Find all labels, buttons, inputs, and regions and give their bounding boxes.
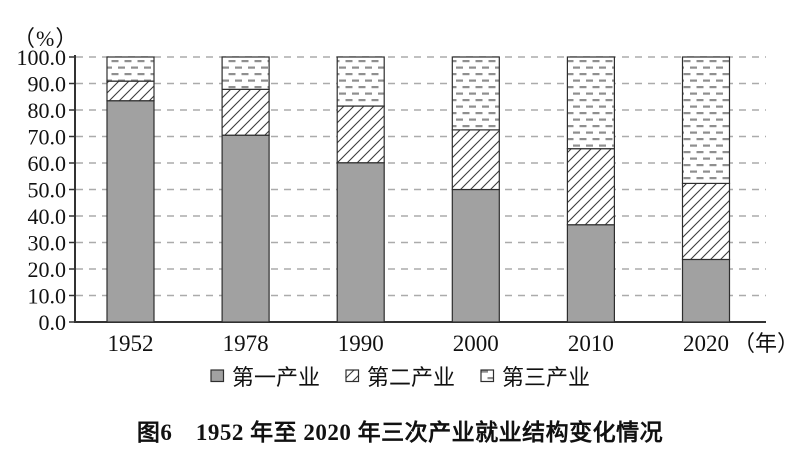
x-axis-label: 1952	[108, 331, 154, 356]
bar-segment-1978-1	[221, 134, 270, 323]
bar-segment-2020-2	[681, 182, 731, 261]
y-tick-label: 60.0	[28, 151, 67, 176]
legend-label: 第三产业	[502, 365, 591, 390]
y-tick-label: 0.0	[39, 310, 67, 335]
y-tick-label: 80.0	[28, 98, 67, 123]
y-tick-label: 30.0	[28, 231, 67, 256]
x-axis-label: 1978	[223, 331, 269, 356]
stacked-bar-chart: 100.090.080.070.060.050.040.030.020.010.…	[17, 45, 800, 356]
solid-gray-swatch-icon	[210, 369, 225, 383]
y-tick-label: 90.0	[28, 72, 67, 97]
bar-segment-2000-1	[451, 188, 500, 323]
bar-segment-1978-3	[221, 56, 270, 90]
bar-segment-1978-2	[221, 88, 270, 136]
bar-segment-1952-3	[106, 56, 155, 82]
bar-segment-2010-1	[566, 224, 616, 323]
legend-item-primary-industry: 第一产业	[210, 360, 320, 392]
bar-segment-2020-3	[681, 56, 731, 185]
bar-segment-1990-1	[336, 162, 385, 323]
bar-segment-2000-3	[451, 56, 500, 131]
legend-item-secondary-industry: 第二产业	[345, 360, 455, 392]
diagonal-hatch-swatch-icon	[345, 369, 360, 383]
x-axis-unit-label: （年）	[733, 331, 799, 356]
y-axis-unit-label: （%）	[13, 26, 79, 51]
bar-segment-2010-2	[566, 148, 616, 226]
y-tick-label: 10.0	[28, 284, 67, 309]
y-tick-label: 50.0	[28, 178, 67, 203]
bar-segment-1990-3	[336, 56, 385, 107]
chart-legend: 第一产业 第二产业 第三产业	[0, 360, 800, 392]
figure-caption: 图6 1952 年至 2020 年三次产业就业结构变化情况	[136, 420, 664, 445]
bar-segment-1952-1	[106, 100, 155, 323]
legend-label: 第一产业	[231, 365, 320, 390]
legend-item-tertiary-industry: 第三产业	[480, 360, 590, 392]
bar-segment-2020-1	[681, 258, 731, 323]
x-axis-label: 2020	[683, 331, 729, 356]
legend-label: 第二产业	[366, 365, 455, 390]
y-tick-label: 100.0	[17, 45, 67, 70]
y-tick-label: 40.0	[28, 204, 67, 229]
bar-segment-1952-2	[106, 80, 155, 102]
x-axis-label: 2010	[568, 331, 614, 356]
bar-segment-2000-2	[451, 129, 500, 191]
x-axis-label: 2000	[453, 331, 499, 356]
y-tick-label: 70.0	[28, 125, 67, 150]
y-tick-label: 20.0	[28, 257, 67, 282]
dashed-dots-swatch-icon	[480, 369, 495, 383]
x-axis-label: 1990	[338, 331, 384, 356]
bar-segment-2010-3	[566, 56, 616, 150]
bar-segment-1990-2	[336, 105, 385, 164]
